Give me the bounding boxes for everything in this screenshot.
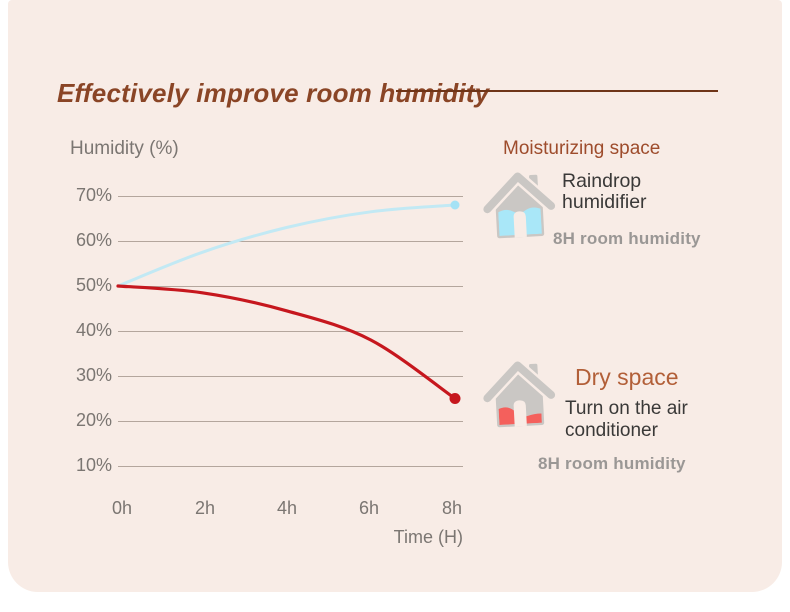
gridline: [118, 331, 463, 332]
y-tick-30: 30%: [75, 365, 112, 385]
x-tick-8h: 8h: [441, 498, 463, 518]
y-axis-title: Humidity (%): [70, 138, 179, 159]
y-tick-60: 60%: [75, 230, 112, 250]
x-axis-title: Time (H): [393, 527, 463, 547]
gridline: [118, 421, 463, 422]
gridline: [118, 376, 463, 377]
y-tick-10: 10%: [75, 455, 112, 475]
y-tick-20: 20%: [75, 410, 112, 430]
air-conditioner-label: Turn on the air conditioner: [565, 398, 688, 441]
y-tick-70: 70%: [75, 185, 112, 205]
y-tick-50: 50%: [75, 275, 112, 295]
title-underline: [396, 90, 718, 92]
x-tick-2h: 2h: [194, 498, 216, 518]
page-title: Effectively improve room humidity: [57, 78, 490, 108]
dry-space-heading: Dry space: [575, 364, 679, 390]
x-tick-6h: 6h: [358, 498, 380, 518]
room-humidity-caption-top: 8H room humidity: [553, 229, 701, 248]
house-raindrop-icon: [480, 169, 558, 239]
gridline: [118, 286, 463, 287]
gridline: [118, 241, 463, 242]
y-tick-40: 40%: [75, 320, 112, 340]
roof-shape: [483, 172, 556, 214]
x-tick-0h: 0h: [111, 498, 133, 518]
roof-shape: [483, 361, 556, 403]
x-tick-4h: 4h: [276, 498, 298, 518]
door-shape: [513, 400, 527, 427]
room-humidity-caption-bottom: 8H room humidity: [538, 454, 686, 473]
gridline: [118, 466, 463, 467]
raindrop-humidifier-label: Raindrop humidifier: [562, 170, 647, 213]
house-dry-icon: [480, 358, 558, 428]
gridline: [118, 196, 463, 197]
door-shape: [513, 211, 527, 238]
moisturizing-heading: Moisturizing space: [503, 138, 661, 159]
